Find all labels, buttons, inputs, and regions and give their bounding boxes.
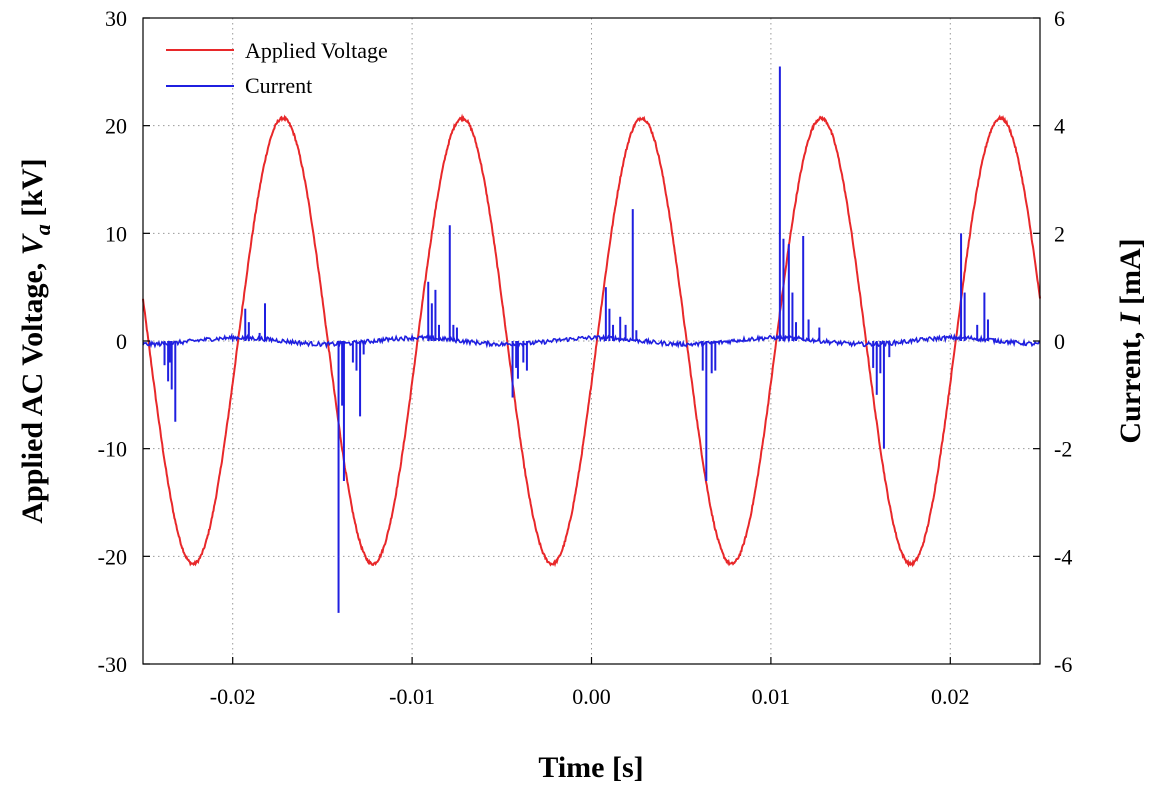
y-left-title-unit: [kV] <box>16 158 49 224</box>
y-right-title-var: I <box>1114 311 1147 325</box>
y-left-tick-label: 10 <box>105 221 127 246</box>
legend-label-current: Current <box>245 73 312 98</box>
y-right-title-main: Current, <box>1114 324 1147 443</box>
y-right-tick-label: 2 <box>1054 221 1065 246</box>
y-left-tick-label: 20 <box>105 114 127 139</box>
series-line-current <box>142 332 1041 350</box>
x-tick-label: 0.02 <box>931 684 970 709</box>
series-layer <box>142 66 1041 613</box>
x-tick-label: -0.01 <box>389 684 435 709</box>
x-tick-label: 0.01 <box>752 684 791 709</box>
y-left-tick-label: 0 <box>116 329 127 354</box>
y-right-tick-label: 6 <box>1054 6 1065 31</box>
y-left-tick-label: -20 <box>98 544 127 569</box>
y-right-tick-label: 0 <box>1054 329 1065 354</box>
y-left-tick-label: -30 <box>98 652 127 677</box>
y-axis-right-title: Current, I [mA] <box>1114 238 1147 443</box>
y-left-title-main: Applied AC Voltage, <box>16 255 49 523</box>
y-axis-left-title: Applied AC Voltage, Va [kV] <box>16 158 55 523</box>
series-line-applied-voltage <box>142 113 1041 568</box>
tick-layer: -0.02 -0.01 0.00 0.01 0.02-30-20-100102030-6… <box>98 6 1073 709</box>
y-right-tick-label: -2 <box>1054 437 1072 462</box>
y-left-tick-label: 30 <box>105 6 127 31</box>
legend: Applied Voltage Current <box>166 38 388 98</box>
y-left-title-var: V <box>16 232 49 255</box>
x-tick-label: 0.00 <box>572 684 611 709</box>
x-tick-label: -0.02 <box>210 684 256 709</box>
y-right-title-unit: [mA] <box>1114 238 1147 312</box>
legend-label-voltage: Applied Voltage <box>245 38 388 63</box>
x-axis-title: Time [s] <box>538 751 643 784</box>
y-left-title-sub: a <box>30 224 55 235</box>
y-left-tick-label: -10 <box>98 437 127 462</box>
y-right-tick-label: -4 <box>1054 544 1072 569</box>
y-right-tick-label: 4 <box>1054 114 1065 139</box>
y-right-tick-label: -6 <box>1054 652 1072 677</box>
